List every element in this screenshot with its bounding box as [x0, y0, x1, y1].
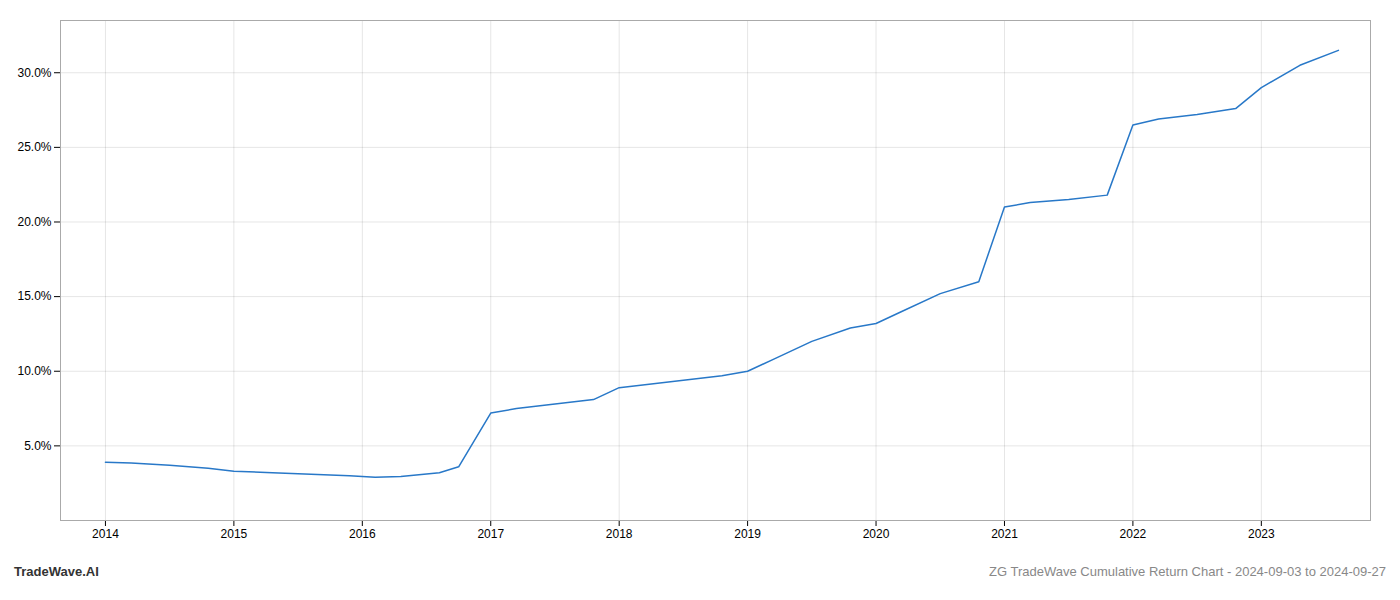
svg-text:10.0%: 10.0% — [17, 364, 51, 378]
svg-text:2015: 2015 — [221, 527, 248, 541]
svg-text:2020: 2020 — [863, 527, 890, 541]
svg-text:2014: 2014 — [92, 527, 119, 541]
svg-text:30.0%: 30.0% — [17, 66, 51, 80]
html-text:TradeWave.AI: TradeWave.AI — [14, 564, 99, 579]
svg-text:2021: 2021 — [991, 527, 1018, 541]
svg-text:2016: 2016 — [349, 527, 376, 541]
svg-text:15.0%: 15.0% — [17, 289, 51, 303]
svg-text:2019: 2019 — [734, 527, 761, 541]
svg-text:20.0%: 20.0% — [17, 215, 51, 229]
svg-text:2018: 2018 — [606, 527, 633, 541]
svg-text:25.0%: 25.0% — [17, 140, 51, 154]
svg-text:2023: 2023 — [1248, 527, 1275, 541]
html-text:ZG TradeWave Cumulative Return: ZG TradeWave Cumulative Return Chart - 2… — [989, 564, 1386, 579]
svg-text:2022: 2022 — [1120, 527, 1147, 541]
svg-text:5.0%: 5.0% — [24, 439, 52, 453]
svg-text:2017: 2017 — [477, 527, 504, 541]
